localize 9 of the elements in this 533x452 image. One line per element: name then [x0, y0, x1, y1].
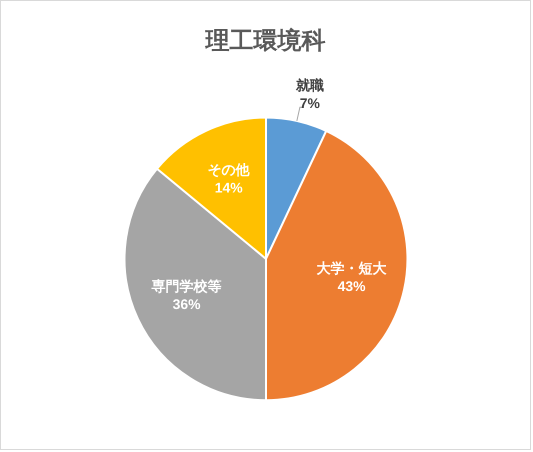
slice-label: 専門学校等 [150, 278, 222, 294]
data-label: 36% [172, 296, 202, 312]
slice-label: 就職 [294, 77, 324, 94]
data-label: 43% [338, 278, 366, 294]
slice-label: 大学・短大 [316, 260, 388, 276]
data-label: 14% [214, 179, 244, 196]
slice-label: その他 [208, 161, 251, 178]
chart-title: 理工環境科 [204, 27, 326, 54]
data-label: 7% [300, 95, 321, 112]
